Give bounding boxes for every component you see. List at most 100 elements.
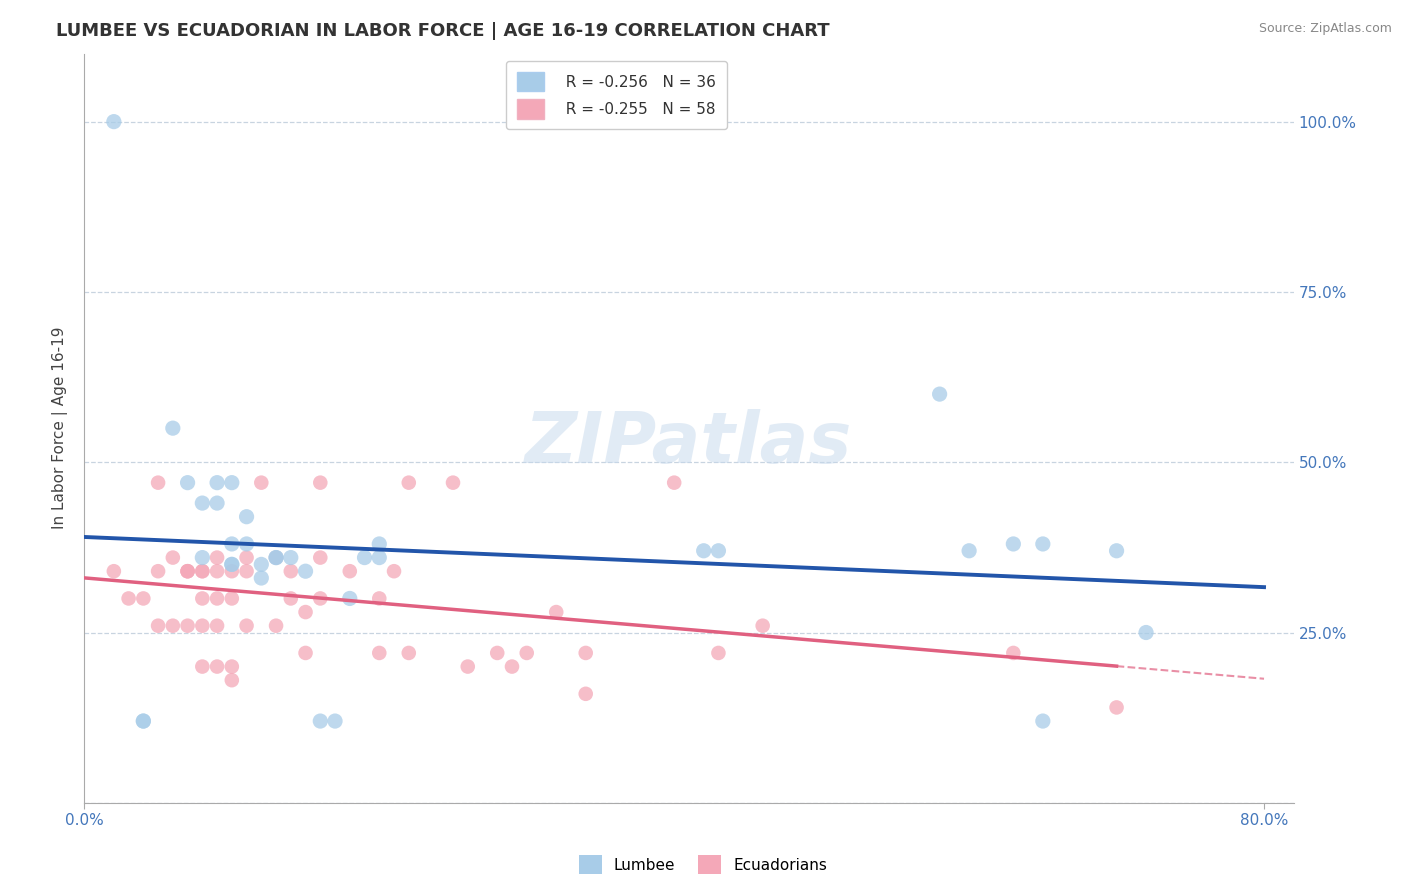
Point [205, 496, 228, 510]
Point [368, 550, 391, 565]
Point [264, 618, 287, 632]
Point [546, 605, 568, 619]
Point [221, 537, 243, 551]
Point [501, 659, 523, 673]
Point [1105, 543, 1128, 558]
Point [191, 564, 214, 578]
Point [205, 475, 228, 490]
Point [205, 564, 228, 578]
Point [516, 646, 538, 660]
Point [221, 659, 243, 673]
Point [191, 618, 214, 632]
Point [235, 550, 257, 565]
Point [162, 421, 184, 435]
Point [1002, 537, 1025, 551]
Point [353, 550, 375, 565]
Point [707, 646, 730, 660]
Point [1032, 714, 1054, 728]
Text: Source: ZipAtlas.com: Source: ZipAtlas.com [1258, 22, 1392, 36]
Point [235, 537, 257, 551]
Point [382, 564, 405, 578]
Point [235, 509, 257, 524]
Point [457, 659, 479, 673]
Point [235, 564, 257, 578]
Point [146, 564, 169, 578]
Point [191, 564, 214, 578]
Point [221, 564, 243, 578]
Point [294, 564, 316, 578]
Point [486, 646, 509, 660]
Point [176, 618, 198, 632]
Point [1105, 700, 1128, 714]
Point [664, 475, 686, 490]
Point [280, 564, 302, 578]
Point [928, 387, 950, 401]
Point [221, 558, 243, 572]
Point [191, 496, 214, 510]
Point [117, 591, 139, 606]
Point [368, 646, 391, 660]
Point [575, 687, 598, 701]
Point [309, 714, 332, 728]
Point [957, 543, 980, 558]
Point [1002, 646, 1025, 660]
Point [205, 659, 228, 673]
Point [205, 550, 228, 565]
Text: LUMBEE VS ECUADORIAN IN LABOR FORCE | AGE 16-19 CORRELATION CHART: LUMBEE VS ECUADORIAN IN LABOR FORCE | AG… [56, 22, 830, 40]
Point [205, 618, 228, 632]
Point [309, 591, 332, 606]
Point [398, 475, 420, 490]
Point [235, 618, 257, 632]
Point [162, 550, 184, 565]
Point [221, 558, 243, 572]
Point [264, 550, 287, 565]
Point [146, 475, 169, 490]
Point [205, 591, 228, 606]
Point [191, 591, 214, 606]
Point [280, 550, 302, 565]
Point [368, 537, 391, 551]
Point [176, 564, 198, 578]
Point [368, 591, 391, 606]
Point [575, 646, 598, 660]
Point [221, 673, 243, 688]
Point [441, 475, 464, 490]
Point [1135, 625, 1157, 640]
Point [176, 475, 198, 490]
Point [162, 618, 184, 632]
Point [176, 564, 198, 578]
Point [339, 591, 361, 606]
Point [294, 605, 316, 619]
Point [103, 114, 125, 128]
Point [309, 550, 332, 565]
Point [323, 714, 346, 728]
Point [294, 646, 316, 660]
Point [221, 475, 243, 490]
Point [250, 558, 273, 572]
Point [103, 564, 125, 578]
Point [176, 564, 198, 578]
Point [280, 591, 302, 606]
Point [132, 714, 155, 728]
Point [250, 571, 273, 585]
Point [221, 591, 243, 606]
Point [191, 550, 214, 565]
Point [132, 591, 155, 606]
Point [692, 543, 714, 558]
Point [191, 659, 214, 673]
Text: ZIPatlas: ZIPatlas [526, 409, 852, 477]
Point [146, 618, 169, 632]
Point [132, 714, 155, 728]
Y-axis label: In Labor Force | Age 16-19: In Labor Force | Age 16-19 [52, 326, 69, 530]
Point [250, 475, 273, 490]
Point [309, 475, 332, 490]
Point [751, 618, 773, 632]
Point [398, 646, 420, 660]
Point [339, 564, 361, 578]
Point [264, 550, 287, 565]
Point [707, 543, 730, 558]
Point [264, 550, 287, 565]
Legend: Lumbee, Ecuadorians: Lumbee, Ecuadorians [572, 849, 834, 880]
Legend:   R = -0.256   N = 36,   R = -0.255   N = 58: R = -0.256 N = 36, R = -0.255 N = 58 [506, 62, 727, 129]
Point [1032, 537, 1054, 551]
